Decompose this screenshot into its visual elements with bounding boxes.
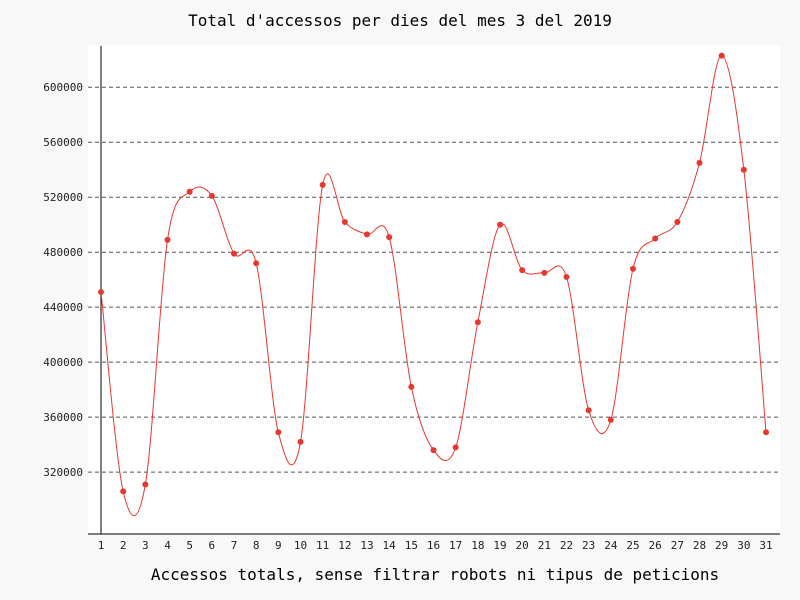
x-tick-label: 24: [604, 539, 618, 552]
x-tick-label: 31: [759, 539, 772, 552]
x-tick-label: 11: [316, 539, 329, 552]
x-tick-label: 30: [737, 539, 750, 552]
data-point-day-17: [452, 444, 459, 451]
data-point-day-23: [585, 407, 592, 414]
data-point-day-30: [740, 166, 747, 173]
x-tick-label: 3: [142, 539, 149, 552]
x-tick-label: 21: [538, 539, 551, 552]
y-tick-label: 360000: [43, 411, 83, 424]
x-tick-label: 7: [231, 539, 238, 552]
data-point-day-12: [341, 218, 348, 225]
x-tick-label: 29: [715, 539, 728, 552]
x-tick-label: 10: [294, 539, 307, 552]
x-tick-label: 27: [671, 539, 684, 552]
x-tick-label: 1: [98, 539, 105, 552]
data-point-day-24: [607, 416, 614, 423]
data-point-day-5: [186, 188, 193, 195]
data-point-day-2: [120, 488, 127, 495]
x-tick-label: 9: [275, 539, 282, 552]
data-series: [98, 52, 769, 517]
data-point-day-13: [364, 231, 370, 238]
x-tick-label: 6: [209, 539, 216, 552]
y-tick-label: 480000: [43, 246, 83, 259]
data-point-day-26: [652, 235, 659, 242]
x-tick-label: 2: [120, 539, 127, 552]
x-tick-label: 13: [360, 539, 373, 552]
data-point-day-15: [408, 383, 415, 390]
data-point-day-29: [718, 52, 725, 59]
y-tick-label: 440000: [43, 301, 83, 314]
data-point-day-14: [386, 234, 393, 241]
data-point-day-16: [430, 447, 437, 454]
x-tick-label: 22: [560, 539, 573, 552]
y-tick-label: 320000: [43, 466, 83, 479]
data-point-day-28: [696, 159, 703, 166]
x-tick-label: 5: [186, 539, 193, 552]
data-point-day-25: [630, 265, 636, 272]
x-axis-label: Accessos totals, sense filtrar robots ni…: [151, 565, 719, 584]
data-point-day-3: [142, 481, 149, 488]
y-tick-label: 400000: [43, 356, 83, 369]
data-point-day-19: [497, 221, 503, 228]
x-tick-label: 14: [383, 539, 397, 552]
x-tick-label: 17: [449, 539, 462, 552]
x-tick-label: 20: [516, 539, 529, 552]
x-tick-label: 28: [693, 539, 706, 552]
x-tick-label: 12: [338, 539, 351, 552]
x-tick-label: 15: [405, 539, 418, 552]
grid-lines: [88, 86, 780, 473]
x-tick-label: 26: [649, 539, 662, 552]
data-point-day-9: [275, 429, 282, 436]
data-point-day-20: [519, 267, 526, 274]
data-point-day-7: [231, 250, 237, 257]
data-point-day-4: [164, 236, 171, 243]
data-point-day-31: [763, 429, 769, 436]
tick-labels: 3200003600004000004400004800005200005600…: [43, 81, 772, 552]
data-point-day-11: [319, 181, 326, 188]
data-point-day-6: [208, 192, 215, 199]
x-tick-label: 18: [471, 539, 484, 552]
chart-title: Total d'accessos per dies del mes 3 del …: [188, 11, 612, 30]
x-tick-label: 8: [253, 539, 260, 552]
data-point-day-10: [297, 438, 304, 445]
x-tick-label: 19: [493, 539, 506, 552]
data-point-day-22: [563, 273, 570, 280]
plot-area: [88, 46, 780, 534]
y-tick-label: 560000: [43, 136, 83, 149]
x-tick-label: 16: [427, 539, 440, 552]
data-point-day-27: [674, 218, 681, 225]
data-point-day-8: [253, 260, 260, 267]
x-tick-label: 23: [582, 539, 595, 552]
y-tick-label: 600000: [43, 81, 83, 94]
x-tick-label: 4: [164, 539, 171, 552]
x-tick-label: 25: [626, 539, 639, 552]
series-line: [100, 55, 767, 517]
data-point-day-1: [98, 289, 104, 296]
data-point-day-21: [541, 269, 548, 276]
y-tick-label: 520000: [43, 191, 83, 204]
data-point-day-18: [474, 319, 481, 326]
